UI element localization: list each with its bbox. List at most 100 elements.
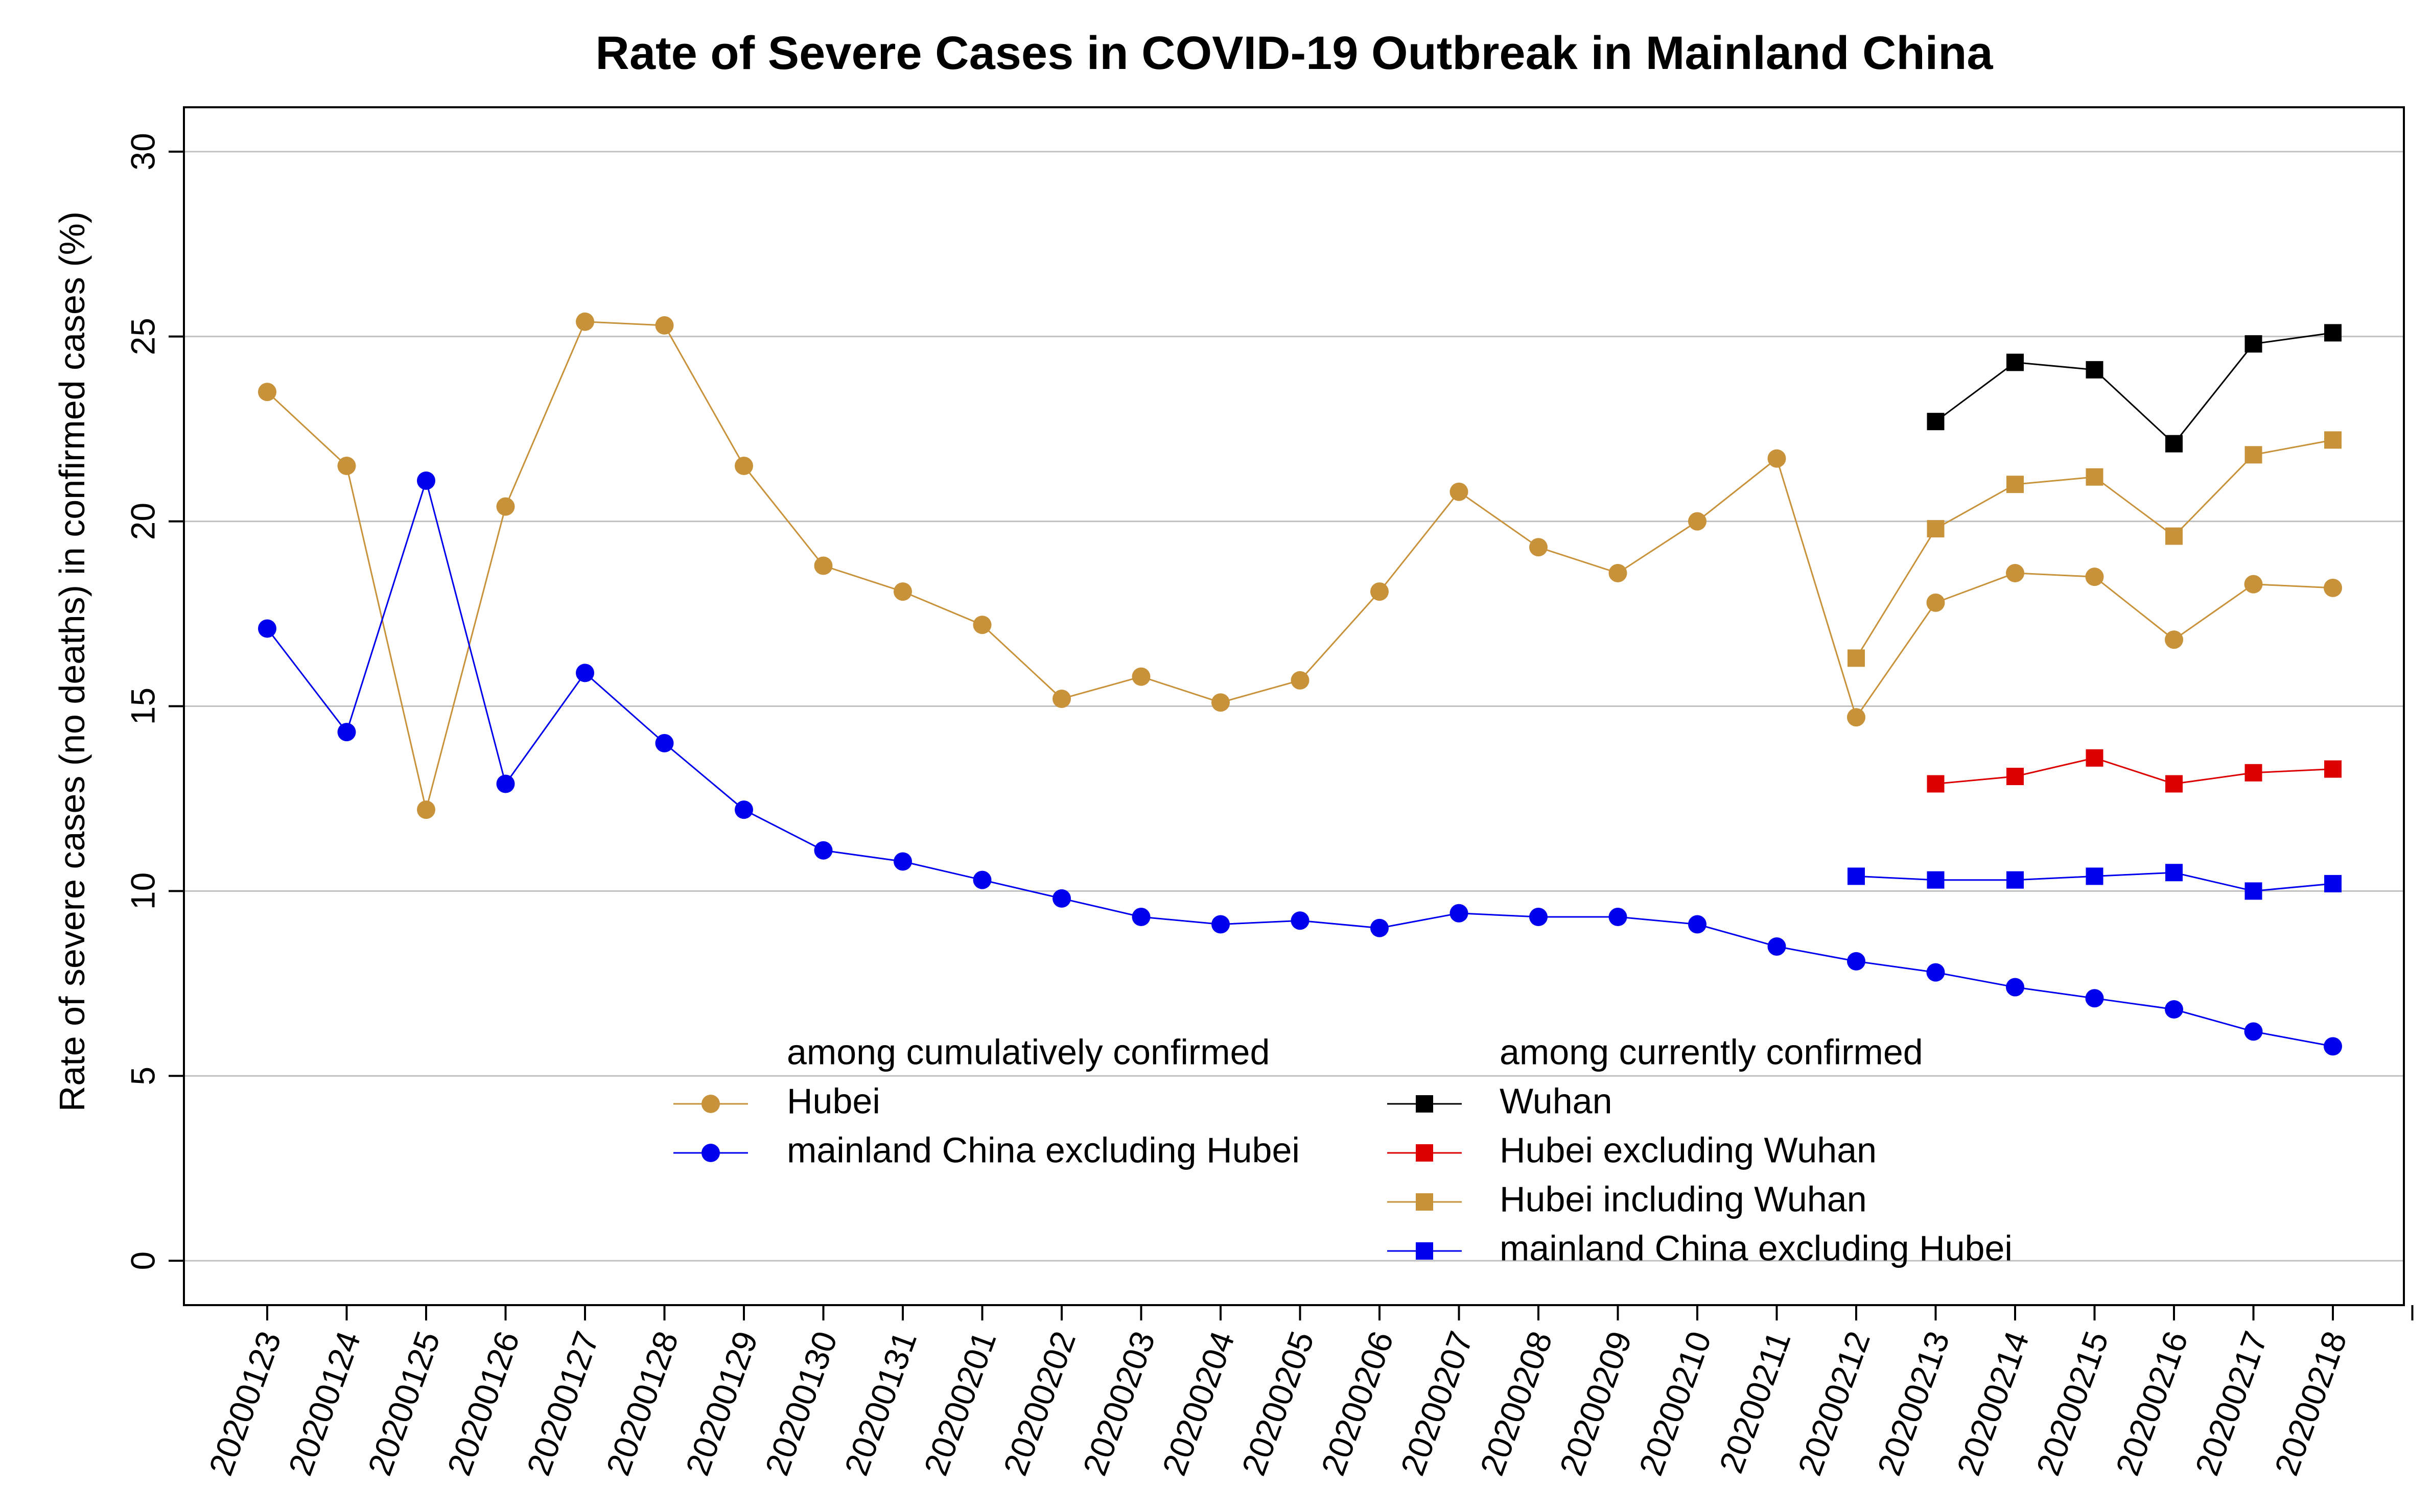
data-point xyxy=(1211,915,1230,934)
x-tick-label: 20200207 xyxy=(1393,1326,1480,1480)
data-point xyxy=(1608,563,1627,582)
data-point xyxy=(2324,875,2342,892)
data-point xyxy=(1529,908,1548,927)
data-point xyxy=(2086,749,2103,767)
data-point xyxy=(2324,578,2342,597)
data-point xyxy=(576,664,594,682)
x-tick-label: 20200126 xyxy=(440,1326,527,1480)
legend-marker xyxy=(1416,1242,1433,1260)
data-point xyxy=(1053,889,1071,908)
data-point xyxy=(417,800,435,819)
y-tick-label: 0 xyxy=(124,1251,161,1270)
legend-marker xyxy=(701,1095,720,1113)
data-point xyxy=(2244,882,2262,900)
data-point xyxy=(814,556,833,575)
data-point xyxy=(1449,904,1468,923)
x-tick-label: 20200130 xyxy=(758,1326,845,1480)
data-point xyxy=(1848,649,1865,667)
legend-marker xyxy=(701,1144,720,1162)
data-point xyxy=(2085,568,2104,586)
data-point xyxy=(2244,575,2263,594)
series-5 xyxy=(1848,864,2342,900)
data-point xyxy=(2085,989,2104,1008)
data-point xyxy=(735,800,753,819)
series-line xyxy=(266,321,2333,810)
x-tick-label: 20200205 xyxy=(1234,1326,1321,1480)
y-tick-label: 30 xyxy=(124,133,161,170)
grid xyxy=(184,151,2404,1262)
data-point xyxy=(1927,871,1945,889)
x-tick-label: 20200124 xyxy=(281,1326,368,1480)
legend-label: Hubei including Wuhan xyxy=(1500,1179,1867,1219)
series-4 xyxy=(1848,431,2342,667)
data-point xyxy=(1291,671,1309,690)
data-point xyxy=(2165,630,2183,649)
data-point xyxy=(258,383,276,401)
y-tick-label: 20 xyxy=(124,503,161,540)
x-tick-label: 20200208 xyxy=(1472,1326,1559,1480)
legend-label: mainland China excluding Hubei xyxy=(1500,1228,2013,1268)
x-tick-label: 20200211 xyxy=(1712,1326,1797,1478)
data-point xyxy=(576,312,594,331)
data-point xyxy=(337,723,356,742)
data-point xyxy=(2165,1000,2183,1019)
data-point xyxy=(1927,775,1945,793)
data-point xyxy=(1848,867,1865,885)
data-point xyxy=(1291,911,1309,930)
data-point xyxy=(496,774,515,793)
data-point xyxy=(2006,353,2024,371)
legend-label: mainland China excluding Hubei xyxy=(787,1130,1300,1170)
legend-label: Hubei xyxy=(787,1081,880,1121)
x-tick-label: 20200209 xyxy=(1552,1326,1639,1480)
data-point xyxy=(2324,760,2342,778)
x-tick-label: 20200210 xyxy=(1631,1326,1718,1480)
data-point xyxy=(1927,520,1945,538)
x-tick-label: 20200216 xyxy=(2108,1326,2195,1480)
x-tick-label: 20200213 xyxy=(1870,1326,1957,1480)
legend-entry: mainland China excluding Hubei xyxy=(673,1130,1300,1170)
data-point xyxy=(417,471,435,490)
legend-entry: Hubei excluding Wuhan xyxy=(1387,1130,1877,1170)
legend-marker xyxy=(1416,1144,1433,1162)
x-tick-label: 20200215 xyxy=(2029,1326,2116,1480)
data-point xyxy=(2244,1022,2263,1041)
data-point xyxy=(1847,952,1865,971)
data-point xyxy=(2324,324,2342,342)
y-tick-label: 10 xyxy=(124,872,161,910)
x-tick-label: 20200123 xyxy=(201,1326,288,1480)
data-point xyxy=(2086,468,2103,486)
data-point xyxy=(1927,413,1945,431)
y-tick-label: 5 xyxy=(124,1067,161,1085)
legend-marker xyxy=(1416,1193,1433,1211)
series-0 xyxy=(258,312,2342,819)
data-point xyxy=(2006,563,2024,582)
data-point xyxy=(2165,435,2183,453)
data-point xyxy=(1053,690,1071,708)
data-point xyxy=(1847,708,1865,727)
data-point xyxy=(894,582,912,601)
series-line xyxy=(266,478,2333,1047)
legend-entry: Wuhan xyxy=(1387,1081,1612,1121)
data-point xyxy=(1767,937,1786,956)
data-point xyxy=(2244,446,2262,464)
x-tick-label: 20200217 xyxy=(2188,1326,2275,1480)
x-tick-label: 20200203 xyxy=(1075,1326,1162,1480)
data-point xyxy=(973,870,992,889)
data-point xyxy=(1926,593,1945,612)
data-point xyxy=(1211,693,1230,712)
y-axis-label: Rate of severe cases (no deaths) in conf… xyxy=(52,211,92,1112)
data-point xyxy=(1132,908,1151,927)
x-tick-label: 20200129 xyxy=(678,1326,765,1480)
x-tick-label: 20200212 xyxy=(1790,1326,1877,1480)
data-point xyxy=(258,619,276,638)
x-tick-label: 20200218 xyxy=(2267,1326,2354,1480)
legend-group-title: among cumulatively confirmed xyxy=(787,1032,1270,1072)
legend-entry: Hubei including Wuhan xyxy=(1387,1179,1867,1219)
data-point xyxy=(2244,764,2262,782)
series-2 xyxy=(1927,324,2342,453)
data-point xyxy=(2086,867,2103,885)
legend-group-title: among currently confirmed xyxy=(1500,1032,1923,1072)
data-point xyxy=(1132,667,1151,686)
data-point xyxy=(2324,431,2342,449)
